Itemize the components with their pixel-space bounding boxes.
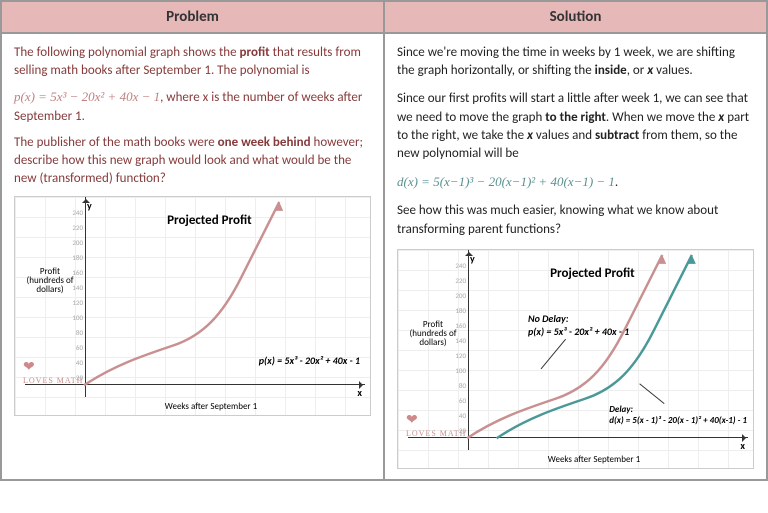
t: inside bbox=[595, 63, 627, 78]
sol-eq: d(x) = 5(x−1)³ − 20(x−1)² + 40(x−1) − 1. bbox=[397, 173, 754, 192]
tk: 220 bbox=[452, 273, 466, 288]
t: The following polynomial graph shows the bbox=[14, 45, 240, 60]
header-row: Problem Solution bbox=[1, 1, 767, 33]
tk: 40 bbox=[452, 408, 466, 423]
tk: 60 bbox=[69, 340, 83, 355]
sol-p3: See how this was much easier, knowing wh… bbox=[397, 202, 754, 238]
tk: 100 bbox=[69, 310, 83, 325]
tk: 40 bbox=[69, 355, 83, 370]
t: . When we move the bbox=[606, 110, 718, 125]
problem-p2: The publisher of the math books were one… bbox=[14, 134, 371, 189]
tk: 240 bbox=[452, 258, 466, 273]
tk: 80 bbox=[69, 325, 83, 340]
callout-line-1 bbox=[541, 339, 566, 369]
content-row: The following polynomial graph shows the… bbox=[1, 33, 767, 480]
t: The publisher of the math books were bbox=[14, 135, 218, 150]
tk: 160 bbox=[452, 318, 466, 333]
chart-left: y x Projected Profit Profit (hundreds of… bbox=[14, 196, 371, 416]
t: one week behind bbox=[218, 135, 311, 150]
problem-eq-line: p(x) = 5x³ − 20x² + 40x − 1, where x is … bbox=[14, 88, 371, 125]
problem-p1: The following polynomial graph shows the… bbox=[14, 44, 371, 80]
tk: 240 bbox=[69, 205, 83, 220]
t: profit bbox=[240, 45, 270, 60]
header-problem: Problem bbox=[1, 1, 384, 33]
t: values and bbox=[533, 128, 595, 143]
curve-pink bbox=[467, 255, 662, 438]
equation-px: p(x) = 5x³ − 20x² + 40x − 1 bbox=[14, 89, 160, 104]
t: values. bbox=[653, 63, 693, 78]
solution-cell: Since we're moving the time in weeks by … bbox=[384, 33, 767, 480]
tk: 180 bbox=[69, 250, 83, 265]
tk: 120 bbox=[69, 295, 83, 310]
tk: 160 bbox=[69, 265, 83, 280]
tk: 200 bbox=[452, 288, 466, 303]
sol-p2: Since our first profits will start a lit… bbox=[397, 90, 754, 163]
tk: 180 bbox=[452, 303, 466, 318]
tk: 20 bbox=[452, 423, 466, 438]
tk: 20 bbox=[69, 370, 83, 385]
tk: 220 bbox=[69, 220, 83, 235]
problem-cell: The following polynomial graph shows the… bbox=[1, 33, 384, 480]
equation-dx: d(x) = 5(x−1)³ − 20(x−1)² + 40(x−1) − 1 bbox=[397, 174, 615, 189]
t: subtract bbox=[595, 128, 639, 143]
tk: 140 bbox=[69, 280, 83, 295]
t: to the right bbox=[545, 110, 606, 125]
tk: 80 bbox=[452, 378, 466, 393]
tk: 60 bbox=[452, 393, 466, 408]
header-solution: Solution bbox=[384, 1, 767, 33]
chart-right: y x Projected Profit Profit (hundreds of… bbox=[397, 249, 754, 469]
tk: 140 bbox=[452, 333, 466, 348]
t: , or bbox=[627, 63, 648, 78]
worksheet-table: Problem Solution The following polynomia… bbox=[0, 0, 768, 481]
tk: 200 bbox=[69, 235, 83, 250]
curve-pink bbox=[84, 202, 279, 385]
sol-p1: Since we're moving the time in weeks by … bbox=[397, 44, 754, 80]
callout-line-2 bbox=[640, 383, 665, 403]
tk: 100 bbox=[452, 363, 466, 378]
y-ticks: 240 220 200 180 160 140 120 100 80 60 40… bbox=[69, 205, 83, 385]
tk: 120 bbox=[452, 348, 466, 363]
curve-teal bbox=[497, 255, 692, 438]
y-ticks: 240 220 200 180 160 140 120 100 80 60 40… bbox=[452, 258, 466, 438]
